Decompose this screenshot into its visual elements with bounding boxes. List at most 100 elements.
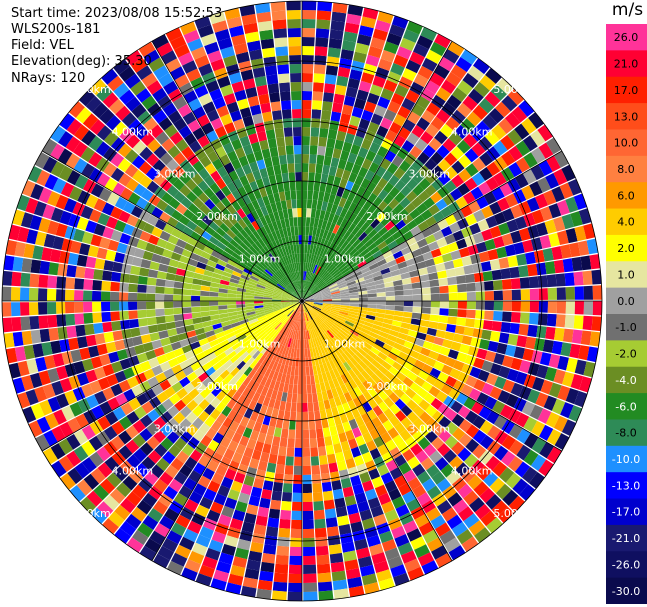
gate: [502, 379, 515, 393]
gate: [115, 105, 131, 121]
gate: [312, 100, 323, 110]
gate: [460, 384, 474, 397]
gate: [243, 366, 253, 377]
gate: [316, 279, 325, 287]
gate: [291, 100, 302, 110]
gate: [441, 102, 456, 117]
gate: [226, 193, 237, 204]
gate: [266, 166, 275, 177]
gate: [374, 279, 385, 286]
gate: [349, 308, 359, 313]
gate: [272, 304, 282, 308]
gate: [295, 312, 299, 322]
gate: [409, 145, 423, 159]
gate: [437, 322, 448, 331]
gate: [312, 254, 317, 264]
gate: [450, 341, 462, 352]
gate: [371, 476, 384, 489]
gate: [313, 304, 322, 309]
gate: [318, 191, 325, 202]
gate: [213, 493, 227, 506]
gate: [112, 406, 126, 421]
gate: [198, 192, 210, 204]
gate: [380, 327, 391, 334]
gate: [51, 460, 67, 478]
gate: [565, 228, 578, 244]
gate: [260, 376, 268, 386]
gate: [288, 319, 294, 329]
colorbar-swatch: [606, 287, 647, 315]
gate: [337, 331, 347, 339]
gate: [351, 106, 364, 119]
gate: [384, 356, 396, 366]
gate: [58, 165, 73, 182]
gate: [310, 309, 317, 317]
gate: [137, 309, 147, 319]
gate: [323, 499, 335, 510]
gate: [219, 283, 229, 290]
gate: [448, 545, 466, 561]
gate: [374, 316, 385, 323]
gate: [290, 348, 295, 358]
gate: [264, 377, 272, 388]
gate: [64, 390, 78, 405]
gate: [317, 314, 326, 321]
gate: [263, 245, 271, 255]
gate: [315, 277, 322, 286]
gate: [428, 321, 439, 330]
gate: [333, 322, 343, 329]
gate: [340, 293, 350, 297]
gate: [442, 485, 457, 500]
gate: [81, 130, 97, 146]
gate: [201, 361, 213, 372]
gate: [242, 397, 252, 408]
gate: [370, 346, 380, 356]
gate: [198, 338, 209, 347]
gate: [370, 37, 386, 50]
gate: [240, 585, 257, 598]
gate: [319, 344, 326, 355]
gate: [246, 438, 257, 450]
gate: [274, 322, 282, 330]
gate: [371, 232, 381, 243]
gate: [291, 302, 300, 307]
gate: [390, 564, 407, 578]
gate: [438, 429, 452, 443]
gate: [199, 496, 213, 510]
gate: [307, 190, 314, 200]
gate: [383, 182, 394, 194]
gate: [192, 160, 205, 173]
gate: [267, 314, 276, 321]
gate: [213, 569, 229, 583]
gate: [311, 199, 318, 210]
gate: [75, 324, 86, 337]
range-ring-label: 2.00km: [196, 210, 238, 223]
gate: [367, 289, 377, 294]
gate: [167, 234, 179, 245]
gate: [80, 146, 95, 163]
gate: [245, 329, 255, 337]
gate: [155, 131, 170, 145]
gate: [319, 128, 329, 138]
gate: [275, 286, 284, 292]
gate: [335, 345, 344, 355]
gate: [500, 322, 511, 333]
gate: [69, 402, 83, 417]
gate: [229, 225, 240, 236]
gate: [403, 306, 413, 313]
gate: [435, 390, 448, 403]
gate: [372, 383, 383, 394]
gate: [551, 186, 565, 203]
gate: [333, 415, 342, 426]
gate: [243, 226, 253, 236]
gate: [377, 177, 388, 189]
gate: [79, 243, 91, 256]
gate: [435, 263, 446, 272]
gate: [274, 563, 289, 574]
gate: [312, 328, 318, 338]
gate: [284, 374, 291, 384]
gate: [209, 310, 219, 316]
gate: [374, 236, 385, 246]
gate: [317, 257, 324, 267]
gate: [302, 402, 308, 412]
